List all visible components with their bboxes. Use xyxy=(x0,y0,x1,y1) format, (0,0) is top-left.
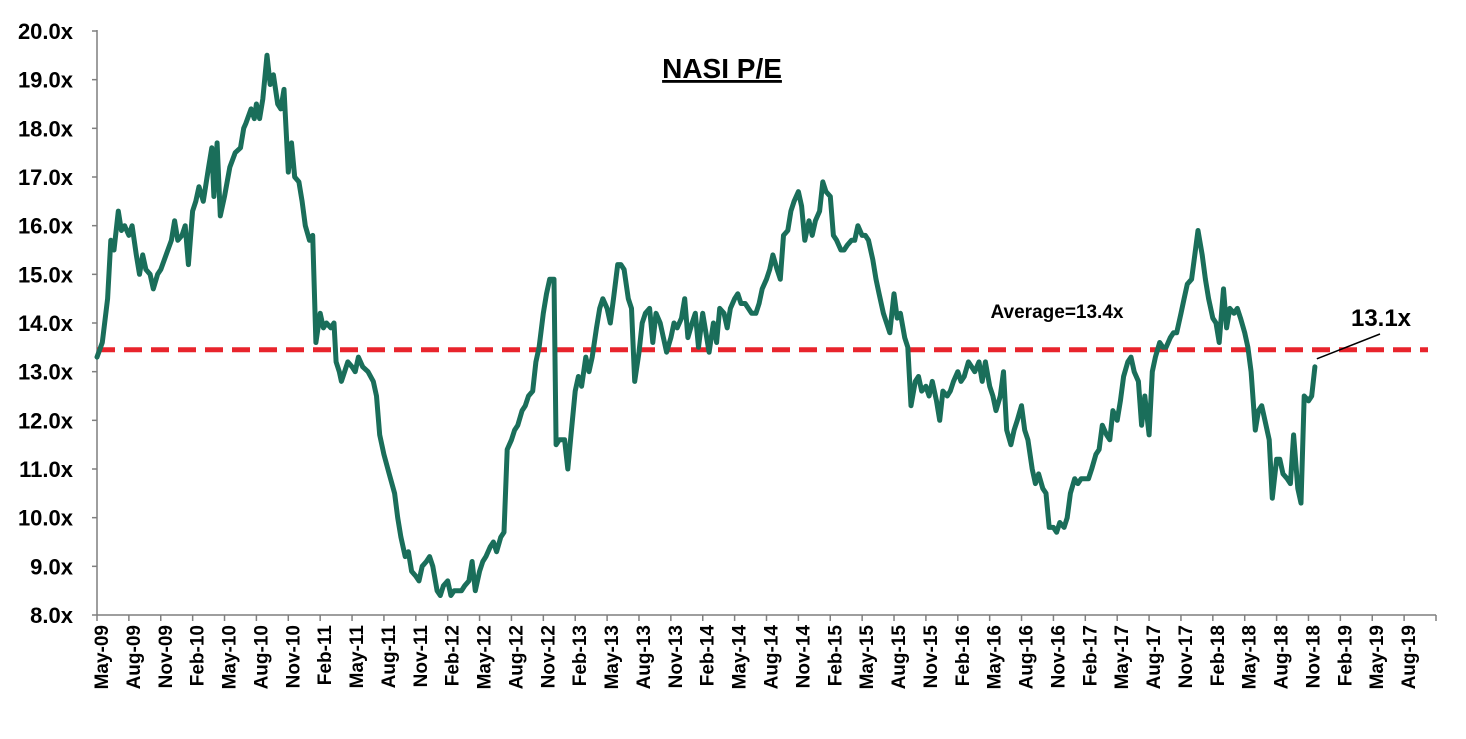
x-tick-label: May-12 xyxy=(475,625,496,689)
x-tick-label: Nov-15 xyxy=(921,625,942,689)
x-tick-label: Feb-13 xyxy=(570,625,591,686)
y-tick-label: 19.0x xyxy=(18,68,74,93)
x-tick-label: Feb-16 xyxy=(953,625,974,686)
y-tick-label: 14.0x xyxy=(18,311,74,336)
x-tick-label: Aug-17 xyxy=(1144,625,1165,689)
x-tick-label: Feb-18 xyxy=(1208,625,1229,686)
x-tick-label: May-14 xyxy=(730,625,751,690)
y-tick-label: 15.0x xyxy=(18,262,74,287)
x-tick-label: Aug-12 xyxy=(506,625,527,689)
x-tick-label: May-09 xyxy=(92,625,113,689)
last-value-leader-line xyxy=(1316,333,1381,360)
y-tick-label: 9.0x xyxy=(30,554,74,579)
y-tick-label: 20.0x xyxy=(18,19,74,44)
x-tick-label: Aug-18 xyxy=(1272,625,1293,689)
x-tick-label: Aug-19 xyxy=(1399,625,1420,689)
x-tick-label: Feb-19 xyxy=(1335,625,1356,686)
y-tick-label: 10.0x xyxy=(18,506,74,531)
last-value-label: 13.1x xyxy=(1351,305,1412,332)
average-label: Average=13.4x xyxy=(991,302,1124,323)
x-tick-label: Nov-13 xyxy=(666,625,687,688)
y-tick-label: 12.0x xyxy=(18,408,74,433)
x-tick-label: May-11 xyxy=(347,625,368,689)
y-tick-label: 18.0x xyxy=(18,116,74,141)
x-tick-label: Feb-11 xyxy=(315,625,336,686)
x-tick-label: Feb-15 xyxy=(825,625,846,687)
x-tick-label: Nov-17 xyxy=(1176,625,1197,688)
x-tick-label: May-13 xyxy=(602,625,623,689)
x-tick-label: May-15 xyxy=(857,625,878,690)
x-tick-label: Aug-14 xyxy=(762,625,783,690)
x-tick-label: May-10 xyxy=(220,625,241,689)
x-tick-label: Nov-14 xyxy=(793,625,814,689)
x-tick-label: May-19 xyxy=(1367,625,1388,689)
y-tick-label: 16.0x xyxy=(18,214,74,239)
x-tick-label: Aug-11 xyxy=(379,625,400,689)
x-tick-label: Nov-12 xyxy=(538,625,559,688)
x-tick-label: Feb-17 xyxy=(1080,625,1101,686)
x-tick-label: Feb-14 xyxy=(698,625,719,687)
x-tick-label: Nov-11 xyxy=(411,625,432,688)
y-tick-label: 11.0x xyxy=(19,457,74,482)
x-tick-label: May-18 xyxy=(1240,625,1261,689)
x-tick-label: Aug-15 xyxy=(889,625,910,690)
x-tick-label: Aug-09 xyxy=(124,625,145,689)
x-tick-label: Aug-13 xyxy=(634,625,655,689)
x-tick-label: May-16 xyxy=(985,625,1006,689)
x-tick-label: Aug-10 xyxy=(251,625,272,689)
x-tick-label: Nov-18 xyxy=(1303,625,1324,688)
x-tick-label: Aug-16 xyxy=(1017,625,1038,689)
y-tick-label: 17.0x xyxy=(18,165,74,190)
chart-title: NASI P/E xyxy=(662,53,782,84)
x-tick-label: May-17 xyxy=(1112,625,1133,689)
x-tick-label: Nov-10 xyxy=(283,625,304,688)
x-tick-label: Feb-10 xyxy=(188,625,209,686)
pe-series-line xyxy=(94,52,1318,598)
x-tick-label: Nov-16 xyxy=(1048,625,1069,688)
x-tick-label: Nov-09 xyxy=(156,625,177,688)
y-tick-label: 8.0x xyxy=(30,603,74,628)
x-tick-label: Feb-12 xyxy=(443,625,464,686)
y-tick-label: 13.0x xyxy=(18,360,74,385)
